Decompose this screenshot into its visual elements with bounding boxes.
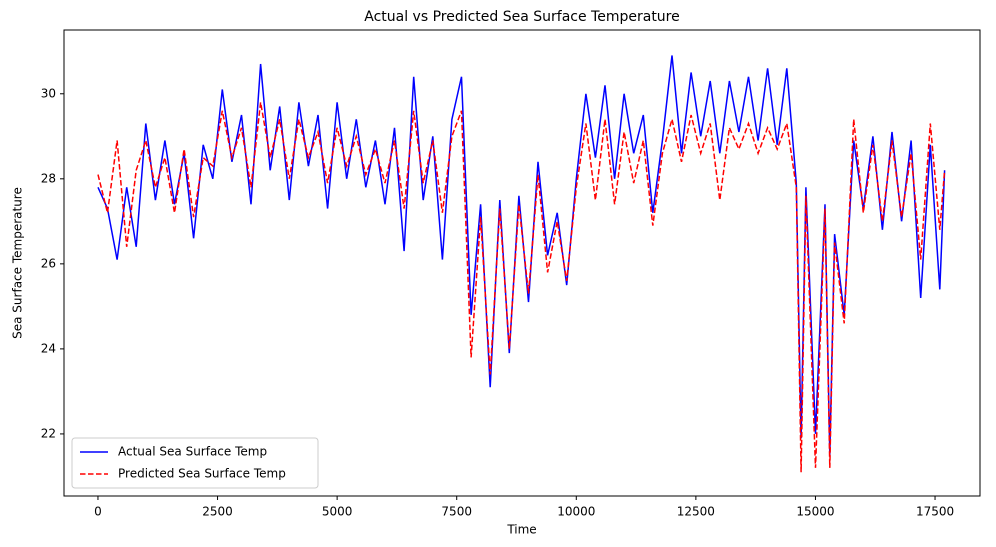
plot-frame <box>63 29 981 497</box>
y-tick-label: 26 <box>41 256 56 270</box>
y-axis-label: Sea Surface Temperature <box>11 187 25 339</box>
x-tick-label: 12500 <box>677 505 715 519</box>
x-tick-label: 15000 <box>796 505 834 519</box>
x-tick-label: 5000 <box>322 505 353 519</box>
y-tick-label: 24 <box>41 341 56 355</box>
series-line <box>97 55 946 456</box>
x-tick-label: 10000 <box>557 505 595 519</box>
x-tick-label: 2500 <box>202 505 233 519</box>
y-tick-label: 28 <box>41 171 56 185</box>
legend-label: Predicted Sea Surface Temp <box>118 467 286 481</box>
legend-box <box>71 437 319 489</box>
x-tick-label: 7500 <box>441 505 472 519</box>
series-line <box>97 102 946 473</box>
y-tick-label: 30 <box>41 86 56 100</box>
x-tick-label: 0 <box>94 505 102 519</box>
y-tick-label: 22 <box>41 426 56 440</box>
x-tick-label: 17500 <box>916 505 954 519</box>
legend-label: Actual Sea Surface Temp <box>118 445 267 459</box>
chart-title: Actual vs Predicted Sea Surface Temperat… <box>364 9 680 25</box>
x-axis-label: Time <box>506 523 536 537</box>
